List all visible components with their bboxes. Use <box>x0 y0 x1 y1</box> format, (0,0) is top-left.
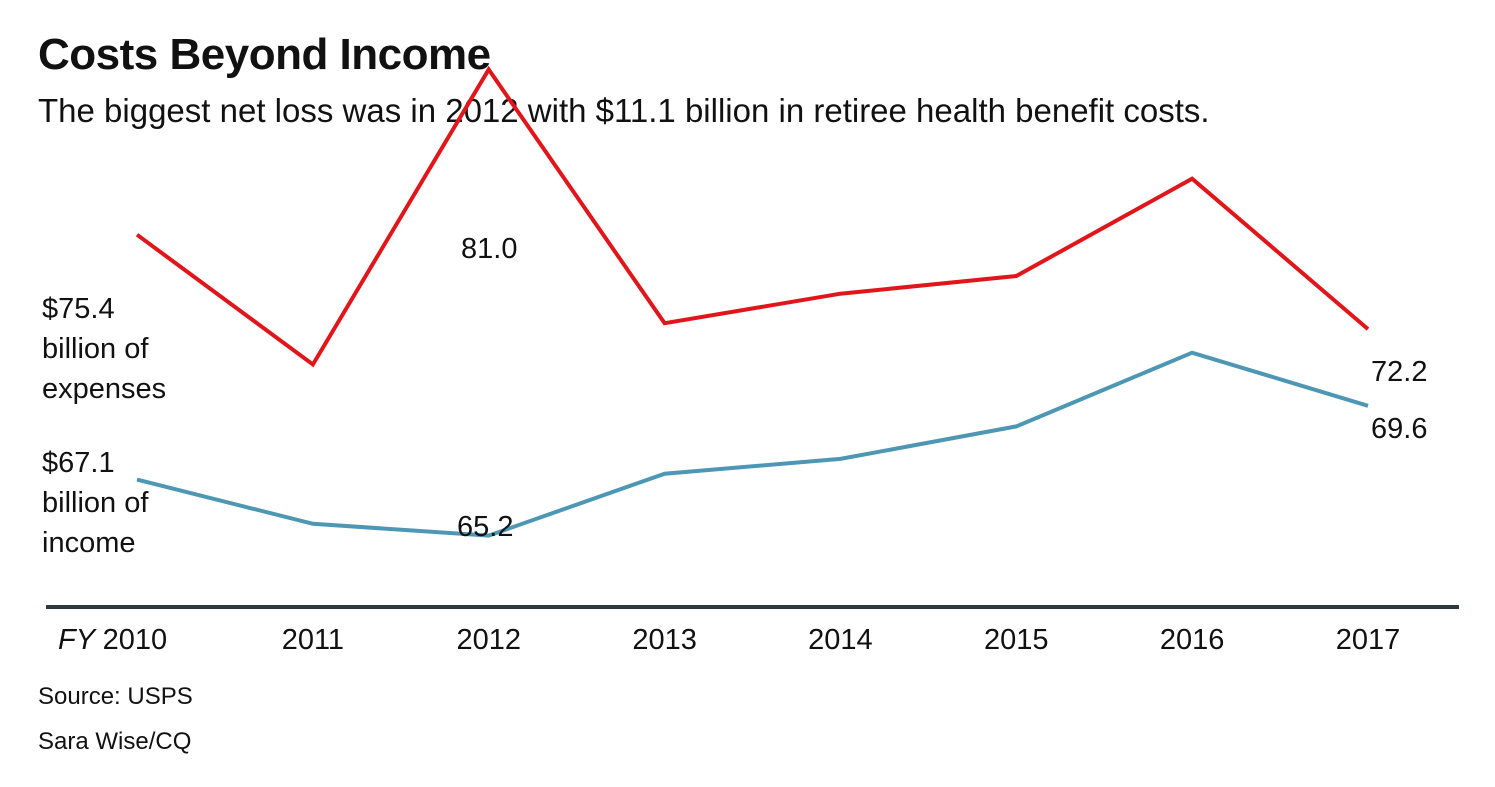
expenses-start-unit: billion of <box>42 333 149 365</box>
expenses-end-label: 72.2 <box>1371 356 1427 388</box>
income-low-label: 65.2 <box>457 511 513 543</box>
x-tick-label: 2013 <box>632 624 697 656</box>
x-tick-label: 2016 <box>1160 624 1225 656</box>
series-layer <box>135 65 1370 538</box>
income-start-value: $67.1 <box>42 447 115 479</box>
expenses-peak-label: 81.0 <box>461 233 517 265</box>
income-start-label: $67.1 billion of income <box>42 447 156 559</box>
x-tick-label: 2012 <box>456 624 521 656</box>
expenses-line <box>135 65 1370 368</box>
income-start-series-name: income <box>42 527 136 559</box>
chart-title: Costs Beyond Income <box>38 30 491 79</box>
income-end-label: 69.6 <box>1371 413 1427 445</box>
expenses-start-value: $75.4 <box>42 293 115 325</box>
expenses-start-label: $75.4 billion of expenses <box>42 293 166 405</box>
income-line <box>136 350 1369 538</box>
expenses-start-series-name: expenses <box>42 373 166 405</box>
chart-subtitle: The biggest net loss was in 2012 with $1… <box>38 92 1210 129</box>
income-start-unit: billion of <box>42 487 149 519</box>
source-note: Source: USPS <box>38 683 193 710</box>
x-tick-label: 2014 <box>808 624 873 656</box>
credit-note: Sara Wise/CQ <box>38 728 192 755</box>
x-tick-labels: FY 2010 2011 2012 2013 2014 2015 2016 2017 <box>58 624 1400 656</box>
x-tick-label: 2015 <box>984 624 1049 656</box>
x-tick-prefix: FY <box>58 624 103 656</box>
x-tick-label: FY 2010 <box>58 624 167 656</box>
x-tick-label: 2017 <box>1336 624 1401 656</box>
x-tick-label: 2011 <box>282 624 344 656</box>
